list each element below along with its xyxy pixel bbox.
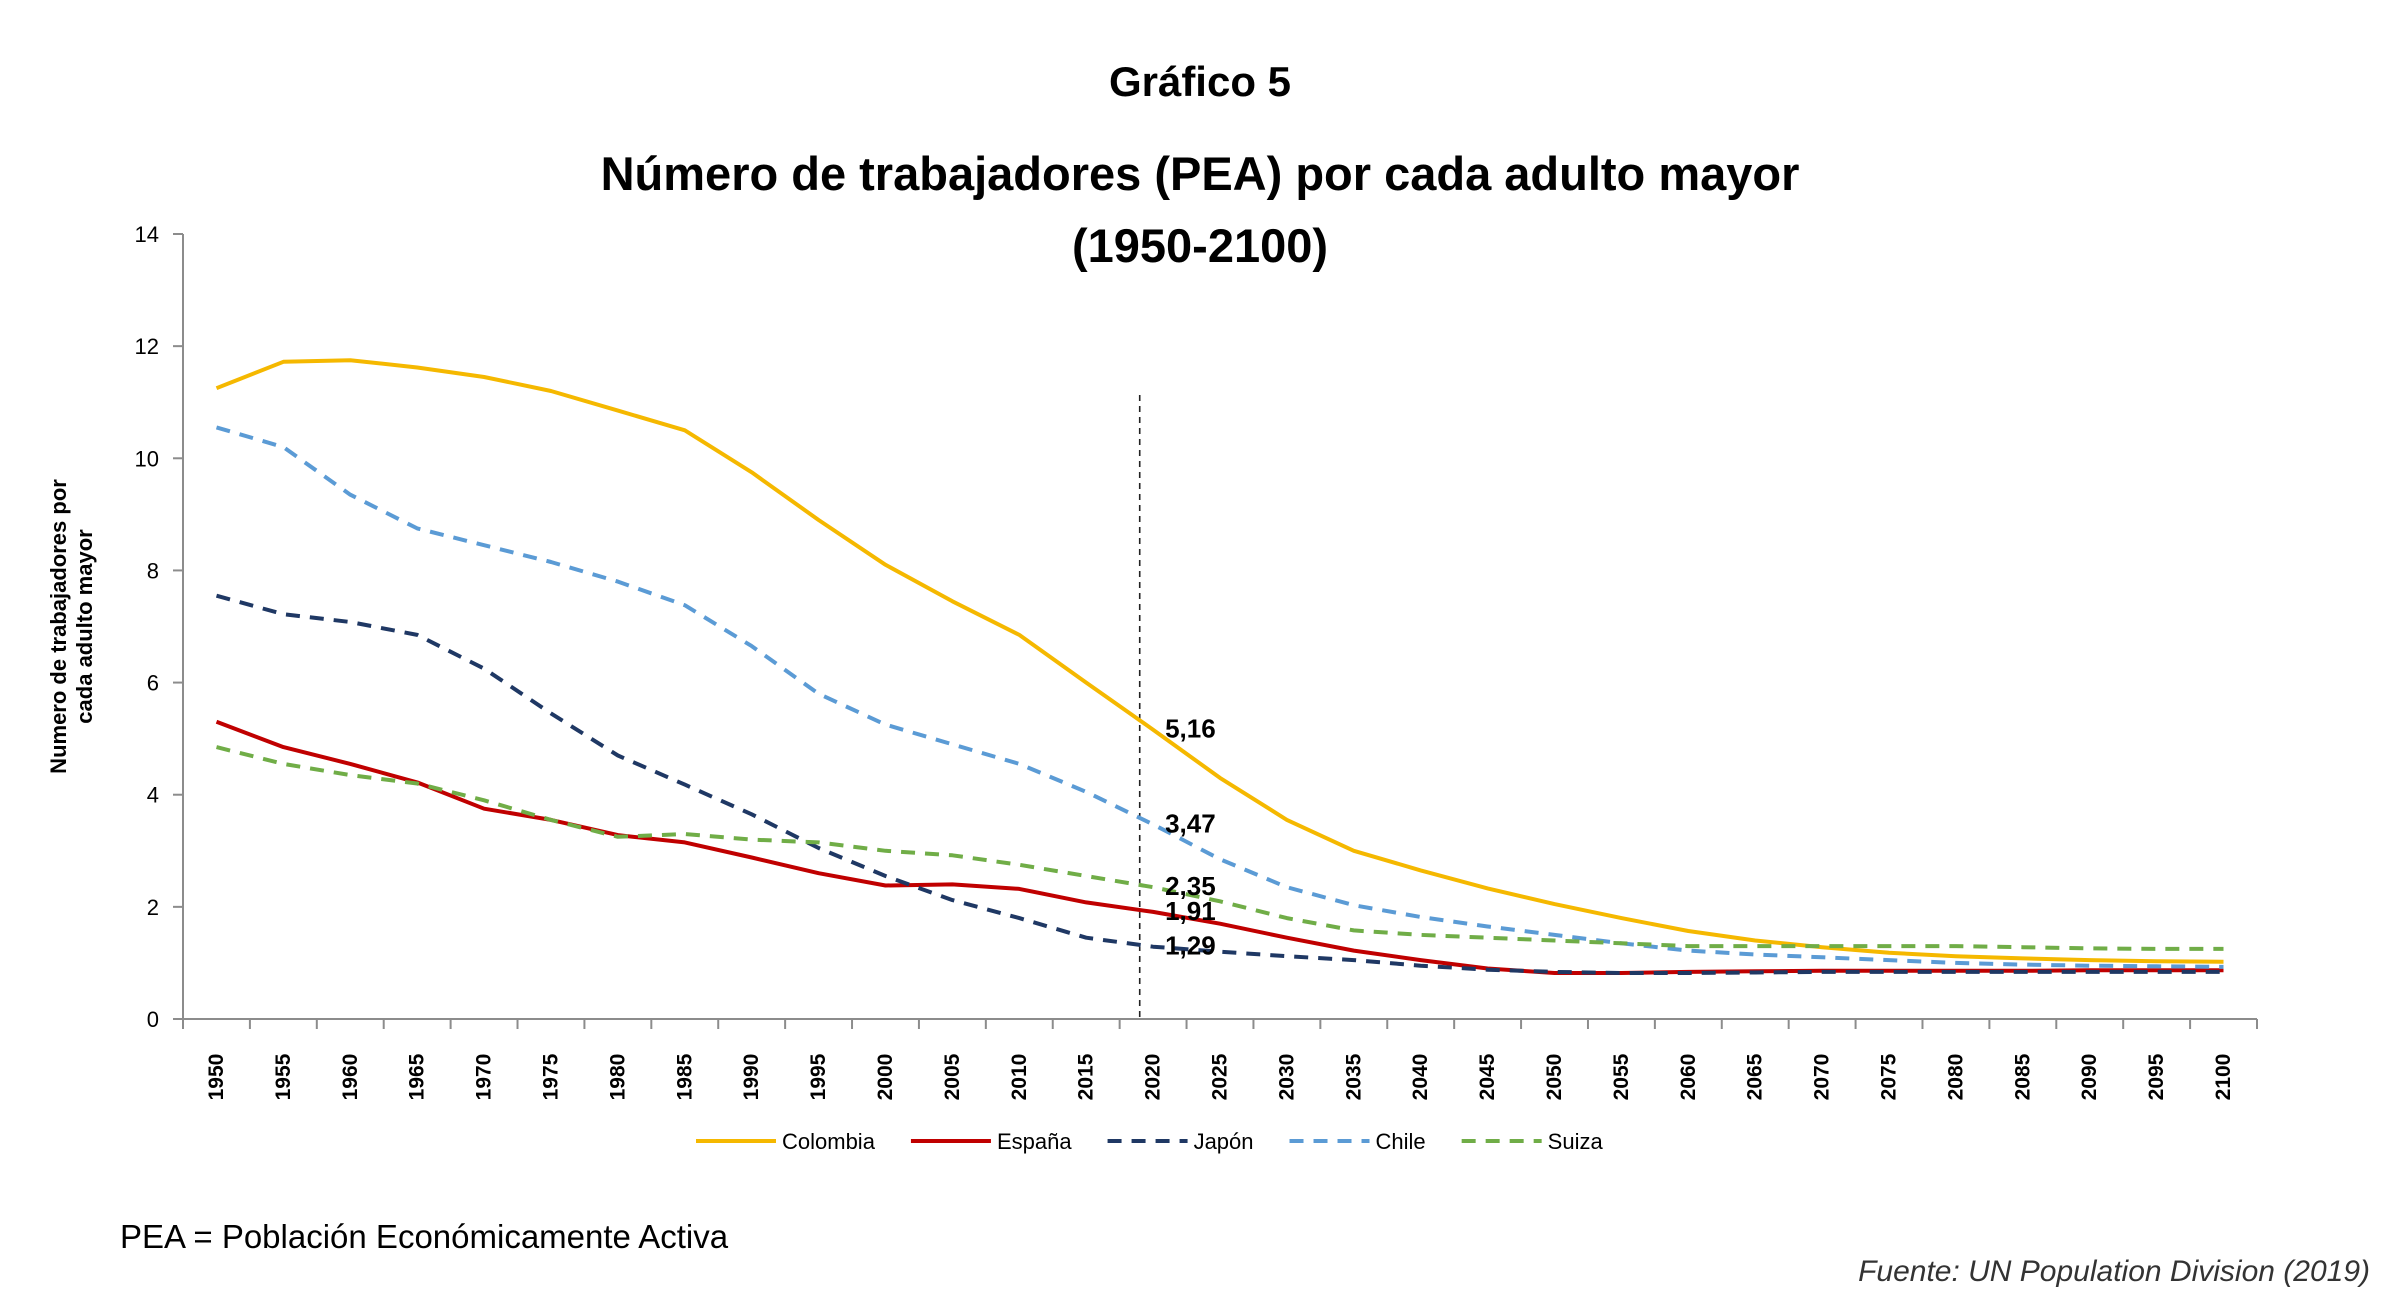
data-label: 5,16 — [1165, 714, 1216, 744]
x-tick-label: 2020 — [1142, 1054, 1165, 1101]
x-tick-label: 1990 — [740, 1054, 763, 1101]
y-tick-label: 8 — [147, 558, 159, 583]
y-tick-label: 12 — [135, 334, 159, 359]
y-tick-label: 4 — [147, 783, 159, 808]
legend-item-suiza: Suiza — [1461, 1129, 1604, 1154]
x-tick-label: 1970 — [473, 1054, 496, 1101]
x-tick-label: 2030 — [1275, 1054, 1298, 1101]
x-tick-label: 2045 — [1476, 1053, 1499, 1100]
x-tick-label: 2000 — [874, 1054, 897, 1101]
x-tick-label: 1995 — [807, 1053, 830, 1100]
legend-label: España — [997, 1129, 1072, 1154]
data-label: 1,91 — [1165, 896, 1216, 926]
x-tick-label: 2080 — [1944, 1054, 1967, 1101]
x-tick-label: 2090 — [2078, 1054, 2101, 1101]
x-tick-label: 1960 — [339, 1054, 362, 1101]
figure-label: Gráfico 5 — [1108, 58, 1292, 105]
legend-label: Japón — [1194, 1129, 1254, 1154]
x-tick-label: 2095 — [2145, 1053, 2168, 1100]
x-tick-label: 1985 — [673, 1053, 696, 1100]
pea-footnote: PEA = Población Económicamente Activa — [120, 1218, 729, 1255]
y-axis-label-line: Numero de trabajadores por — [46, 479, 71, 774]
y-tick-label: 0 — [147, 1007, 159, 1032]
y-tick-label: 6 — [147, 671, 159, 696]
x-tick-label: 2065 — [1744, 1053, 1767, 1100]
y-axis-label: Numero de trabajadores porcada adulto ma… — [46, 479, 97, 774]
y-axis-label-line: cada adulto mayor — [72, 529, 97, 724]
x-tick-label: 1980 — [606, 1054, 629, 1101]
x-tick-label: 2010 — [1008, 1054, 1031, 1101]
series-line-españa — [215, 719, 2224, 975]
legend: Colombia España Japón Chile Suiza — [696, 1129, 1603, 1154]
x-tick-label: 2100 — [2212, 1054, 2235, 1101]
series-line-suiza — [216, 745, 2224, 951]
legend-label: Suiza — [1548, 1129, 1604, 1154]
x-tick-label: 2050 — [1543, 1054, 1566, 1101]
legend-label: Chile — [1376, 1129, 1426, 1154]
x-tick-label: 1965 — [406, 1053, 429, 1100]
source-note: Fuente: UN Population Division (2019) — [1858, 1255, 2370, 1288]
x-tick-label: 1955 — [272, 1053, 295, 1100]
legend-item-colombia: Colombia — [696, 1129, 876, 1154]
series-lines — [215, 358, 2224, 975]
annotations: 5,16 3,47 2,351,91 1,29 — [1165, 714, 1216, 961]
series-line-chile — [215, 425, 2224, 969]
data-label: 2,35 — [1165, 871, 1216, 901]
x-tick-label: 2060 — [1677, 1054, 1700, 1101]
x-tick-label: 2005 — [941, 1053, 964, 1100]
x-tick-label: 1975 — [539, 1053, 562, 1100]
x-tick-label: 2040 — [1409, 1054, 1432, 1101]
x-tick-label: 2075 — [1878, 1053, 1901, 1100]
legend-item-españa: España — [910, 1129, 1072, 1154]
axes: 0 2 4 6 8 10 12 14 1950 1955 1960 1965 1970 1975 1980 1… — [46, 222, 2258, 1101]
chart-period: (1950-2100) — [1071, 219, 1329, 272]
data-label: 3,47 — [1165, 808, 1216, 838]
data-label: 1,29 — [1165, 931, 1216, 961]
x-tick-label: 2035 — [1342, 1053, 1365, 1100]
x-tick-label: 2055 — [1610, 1053, 1633, 1100]
series-line-colombia — [215, 358, 2224, 964]
legend-item-japón: Japón — [1107, 1129, 1254, 1154]
chart-title: Número de trabajadores (PEA) por cada ad… — [600, 147, 1800, 200]
series-line-japón — [215, 593, 2224, 975]
y-tick-label: 14 — [135, 222, 159, 247]
x-tick-label: 2085 — [2011, 1053, 2034, 1100]
legend-label: Colombia — [782, 1129, 876, 1154]
x-tick-label: 2025 — [1209, 1053, 1232, 1100]
legend-item-chile: Chile — [1289, 1129, 1426, 1154]
x-tick-label: 1950 — [205, 1054, 228, 1101]
y-tick-label: 10 — [135, 446, 159, 471]
x-tick-label: 2015 — [1075, 1053, 1098, 1100]
x-tick-label: 2070 — [1811, 1054, 1834, 1101]
y-tick-label: 2 — [147, 895, 159, 920]
